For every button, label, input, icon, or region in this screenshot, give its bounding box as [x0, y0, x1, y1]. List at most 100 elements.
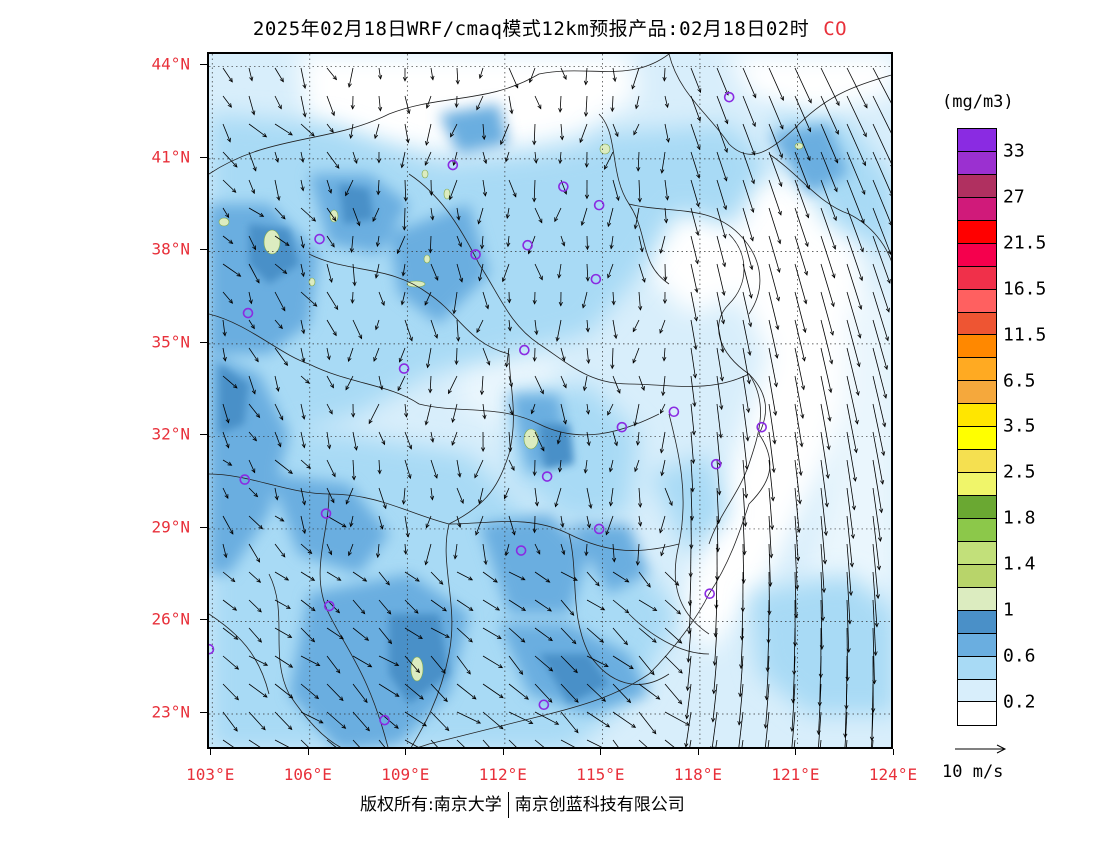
wind-arrow [585, 543, 588, 556]
wind-arrow [634, 207, 640, 229]
wind-arrowhead [769, 525, 775, 531]
wind-arrowhead [510, 466, 515, 472]
wind-arrow [661, 459, 666, 476]
wind-arrow [508, 599, 526, 611]
wind-arrowhead [376, 158, 382, 164]
wind-arrowhead [741, 579, 746, 584]
wind-arrow [534, 319, 538, 335]
wind-arrowhead [858, 305, 863, 310]
wind-arrow [872, 67, 891, 104]
wind-arrowhead [480, 244, 485, 250]
wind-arrowhead [880, 479, 885, 485]
wind-arrowhead [765, 667, 770, 673]
wind-arrowhead [661, 391, 666, 397]
wind-arrow [274, 459, 293, 474]
wind-arrow [508, 627, 525, 643]
wind-arrow [482, 123, 485, 140]
wind-arrow [222, 263, 241, 277]
legend-unit: (mg/m3) [942, 92, 1014, 112]
wind-arrow [794, 235, 808, 276]
wind-arrowhead [560, 523, 565, 528]
wind-arrowhead [772, 439, 777, 445]
wind-arrowhead [806, 156, 811, 162]
legend-swatch [958, 564, 996, 588]
wind-arrowhead [851, 505, 856, 511]
legend-label: 0.6 [1003, 645, 1036, 667]
wind-arrow [326, 375, 334, 388]
wind-arrow [612, 571, 629, 583]
wind-arrowhead [527, 249, 532, 255]
wind-arrow [556, 319, 562, 342]
wind-arrowhead [398, 357, 403, 363]
wind-arrow [768, 179, 782, 216]
wind-arrowhead [339, 696, 344, 702]
wind-arrowhead [257, 607, 262, 613]
wind-arrowhead [332, 75, 338, 81]
wind-arrow [274, 95, 282, 109]
wind-arrow [846, 403, 857, 453]
wind-arrow [502, 263, 510, 282]
wind-arrowhead [748, 293, 753, 299]
wind-arrow [872, 179, 891, 225]
peak-field-areas [219, 184, 609, 704]
wind-arrow [765, 683, 770, 729]
wind-arrow [662, 375, 666, 396]
wind-arrowhead [660, 409, 664, 415]
wind-arrow [348, 67, 354, 88]
wind-arrowhead [330, 242, 335, 248]
wind-arrowhead [571, 639, 577, 645]
wind-arrowhead [414, 577, 420, 582]
wind-arrow [716, 487, 720, 524]
wind-arrow [872, 487, 881, 542]
wind-arrow [560, 123, 563, 140]
wind-arrow [248, 235, 256, 250]
wind-arrowhead [424, 161, 429, 166]
wind-arrow [248, 95, 255, 115]
wind-arrow [690, 95, 701, 121]
wind-arrow [690, 235, 699, 264]
wind-arrowhead [444, 726, 450, 732]
lon-tick [795, 749, 797, 755]
city-marker [379, 714, 390, 726]
wind-arrow [274, 347, 288, 366]
wind-arrow [690, 487, 693, 521]
wind-arrow [425, 123, 432, 146]
wind-arrowhead [394, 662, 400, 666]
wind-arrow [456, 487, 464, 504]
color-legend [957, 128, 997, 727]
wind-arrowhead [347, 551, 352, 557]
wind-arrow [819, 655, 822, 706]
wind-arrowhead [507, 326, 512, 332]
wind-reference-arrow [955, 744, 1007, 754]
wind-arrow [482, 571, 498, 583]
wind-arrowhead [720, 348, 725, 354]
wind-arrowhead [650, 670, 655, 676]
wind-arrow [481, 235, 484, 249]
wind-arrow [559, 459, 562, 472]
wind-arrowhead [226, 137, 231, 143]
wind-arrowhead [454, 103, 459, 108]
wind-arrow [846, 599, 850, 653]
wind-arrowhead [600, 606, 606, 611]
wind-arrowhead [747, 351, 752, 356]
wind-arrowhead [336, 668, 341, 674]
wind-arrow [377, 543, 380, 558]
wind-arrow [872, 291, 889, 341]
wind-arrow [612, 291, 615, 305]
wind-arrowhead [585, 410, 591, 415]
wind-arrowhead [676, 609, 682, 615]
wind-arrow [248, 571, 261, 583]
wind-arrowhead [275, 387, 280, 392]
legend-swatch [958, 358, 996, 382]
wind-arrowhead [377, 469, 382, 475]
wind-arrowhead [455, 79, 460, 85]
wind-arrow [508, 683, 529, 700]
wind-arrowhead [475, 530, 480, 536]
wind-arrow [352, 599, 365, 614]
legend-label: 3.5 [1003, 415, 1036, 437]
wind-arrow [222, 515, 234, 535]
wind-arrowhead [548, 636, 553, 642]
wind-arrowhead [318, 719, 324, 724]
wind-arrowhead [711, 717, 716, 723]
wind-arrow [846, 207, 864, 252]
